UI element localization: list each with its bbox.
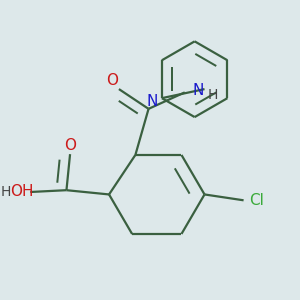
Text: OH: OH [10, 184, 34, 200]
Text: O: O [64, 138, 76, 153]
Text: H: H [208, 88, 218, 102]
Text: H: H [0, 185, 11, 199]
Text: Cl: Cl [249, 193, 264, 208]
Text: N: N [146, 94, 158, 109]
Text: O: O [106, 74, 118, 88]
Text: N: N [192, 83, 204, 98]
